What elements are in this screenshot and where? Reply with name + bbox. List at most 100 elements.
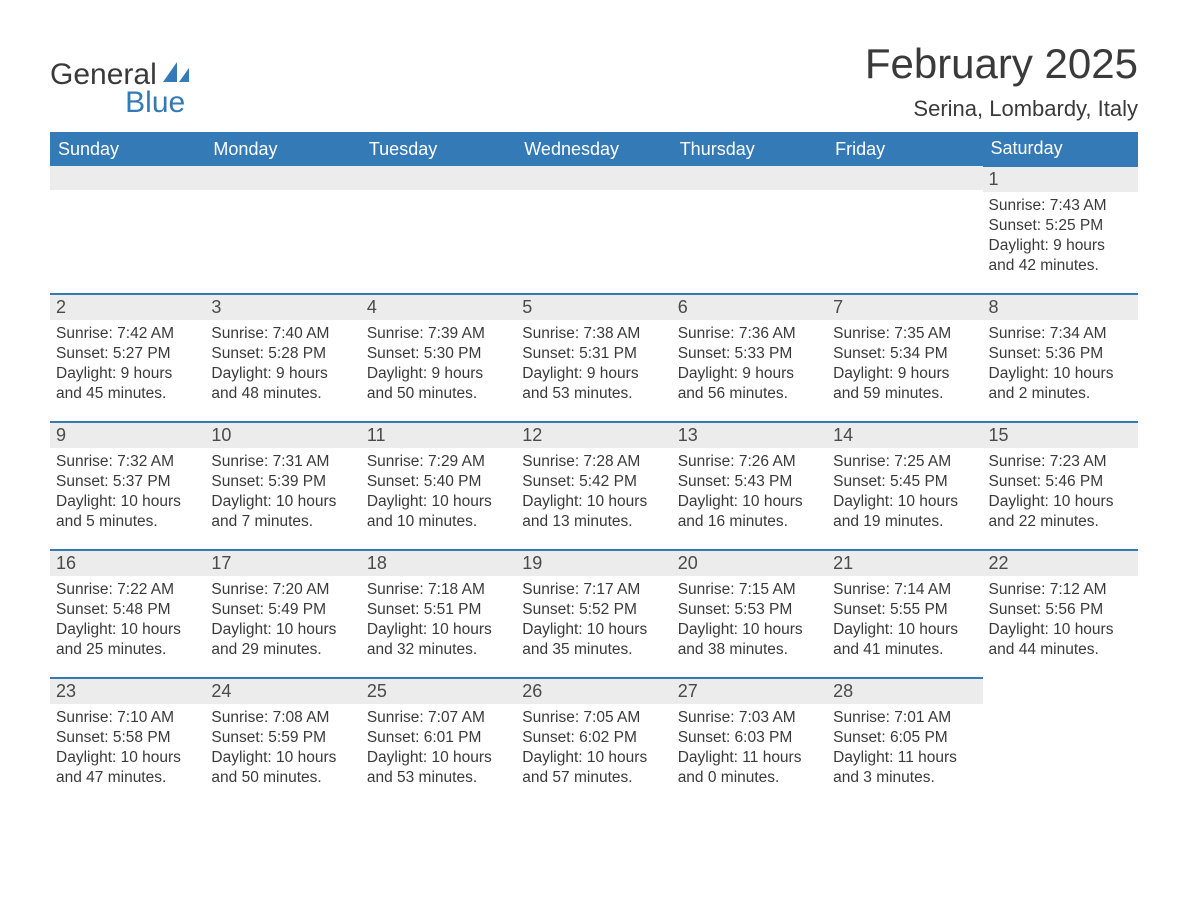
sunrise-text: Sunrise: 7:39 AM [367, 324, 510, 344]
day-cell: 8Sunrise: 7:34 AMSunset: 5:36 PMDaylight… [983, 294, 1138, 422]
sunset-text: Sunset: 5:52 PM [522, 600, 665, 620]
day-number: 12 [516, 423, 671, 448]
day-cell: 14Sunrise: 7:25 AMSunset: 5:45 PMDayligh… [827, 422, 982, 550]
day-number: 24 [205, 679, 360, 704]
sunset-text: Sunset: 5:45 PM [833, 472, 976, 492]
day-cell: 21Sunrise: 7:14 AMSunset: 5:55 PMDayligh… [827, 550, 982, 678]
sunrise-text: Sunrise: 7:01 AM [833, 708, 976, 728]
logo: General Blue [50, 40, 191, 120]
calendar-row: 1Sunrise: 7:43 AMSunset: 5:25 PMDaylight… [50, 166, 1138, 294]
sunset-text: Sunset: 5:42 PM [522, 472, 665, 492]
day-details: Sunrise: 7:36 AMSunset: 5:33 PMDaylight:… [672, 320, 827, 413]
sunrise-text: Sunrise: 7:34 AM [989, 324, 1132, 344]
day-cell: 15Sunrise: 7:23 AMSunset: 5:46 PMDayligh… [983, 422, 1138, 550]
day-number: 6 [672, 295, 827, 320]
day-cell: 13Sunrise: 7:26 AMSunset: 5:43 PMDayligh… [672, 422, 827, 550]
day-cell: 20Sunrise: 7:15 AMSunset: 5:53 PMDayligh… [672, 550, 827, 678]
day-details: Sunrise: 7:42 AMSunset: 5:27 PMDaylight:… [50, 320, 205, 413]
daylight-text: Daylight: 10 hours and 16 minutes. [678, 492, 821, 532]
sunrise-text: Sunrise: 7:17 AM [522, 580, 665, 600]
daylight-text: Daylight: 10 hours and 7 minutes. [211, 492, 354, 532]
daylight-text: Daylight: 9 hours and 53 minutes. [522, 364, 665, 404]
sunrise-text: Sunrise: 7:07 AM [367, 708, 510, 728]
sunrise-text: Sunrise: 7:12 AM [989, 580, 1132, 600]
day-details: Sunrise: 7:31 AMSunset: 5:39 PMDaylight:… [205, 448, 360, 541]
day-details: Sunrise: 7:43 AMSunset: 5:25 PMDaylight:… [983, 192, 1138, 285]
sunrise-text: Sunrise: 7:03 AM [678, 708, 821, 728]
sunrise-text: Sunrise: 7:18 AM [367, 580, 510, 600]
day-cell: 6Sunrise: 7:36 AMSunset: 5:33 PMDaylight… [672, 294, 827, 422]
sunset-text: Sunset: 5:53 PM [678, 600, 821, 620]
day-details: Sunrise: 7:08 AMSunset: 5:59 PMDaylight:… [205, 704, 360, 797]
day-cell: 23Sunrise: 7:10 AMSunset: 5:58 PMDayligh… [50, 678, 205, 806]
daylight-text: Daylight: 10 hours and 19 minutes. [833, 492, 976, 532]
day-cell: 22Sunrise: 7:12 AMSunset: 5:56 PMDayligh… [983, 550, 1138, 678]
sunrise-text: Sunrise: 7:20 AM [211, 580, 354, 600]
day-details: Sunrise: 7:35 AMSunset: 5:34 PMDaylight:… [827, 320, 982, 413]
empty-cell [672, 166, 827, 294]
daylight-text: Daylight: 9 hours and 45 minutes. [56, 364, 199, 404]
sunset-text: Sunset: 5:34 PM [833, 344, 976, 364]
daylight-text: Daylight: 10 hours and 2 minutes. [989, 364, 1132, 404]
weekday-header: Monday [205, 132, 360, 166]
sunrise-text: Sunrise: 7:28 AM [522, 452, 665, 472]
sunrise-text: Sunrise: 7:10 AM [56, 708, 199, 728]
day-details: Sunrise: 7:12 AMSunset: 5:56 PMDaylight:… [983, 576, 1138, 669]
day-details: Sunrise: 7:23 AMSunset: 5:46 PMDaylight:… [983, 448, 1138, 541]
daylight-text: Daylight: 9 hours and 48 minutes. [211, 364, 354, 404]
sunrise-text: Sunrise: 7:08 AM [211, 708, 354, 728]
daylight-text: Daylight: 10 hours and 22 minutes. [989, 492, 1132, 532]
sunrise-text: Sunrise: 7:43 AM [989, 196, 1132, 216]
day-cell: 5Sunrise: 7:38 AMSunset: 5:31 PMDaylight… [516, 294, 671, 422]
day-number: 2 [50, 295, 205, 320]
day-cell: 10Sunrise: 7:31 AMSunset: 5:39 PMDayligh… [205, 422, 360, 550]
sunrise-text: Sunrise: 7:32 AM [56, 452, 199, 472]
daylight-text: Daylight: 10 hours and 41 minutes. [833, 620, 976, 660]
day-details: Sunrise: 7:25 AMSunset: 5:45 PMDaylight:… [827, 448, 982, 541]
weekday-header-row: SundayMondayTuesdayWednesdayThursdayFrid… [50, 132, 1138, 166]
day-number: 1 [983, 167, 1138, 192]
day-details: Sunrise: 7:10 AMSunset: 5:58 PMDaylight:… [50, 704, 205, 797]
day-number: 23 [50, 679, 205, 704]
month-title: February 2025 [865, 40, 1138, 88]
daylight-text: Daylight: 10 hours and 53 minutes. [367, 748, 510, 788]
weekday-header: Sunday [50, 132, 205, 166]
sunset-text: Sunset: 5:55 PM [833, 600, 976, 620]
calendar-row: 23Sunrise: 7:10 AMSunset: 5:58 PMDayligh… [50, 678, 1138, 806]
day-details: Sunrise: 7:18 AMSunset: 5:51 PMDaylight:… [361, 576, 516, 669]
sunrise-text: Sunrise: 7:42 AM [56, 324, 199, 344]
weekday-header: Thursday [672, 132, 827, 166]
calendar-row: 2Sunrise: 7:42 AMSunset: 5:27 PMDaylight… [50, 294, 1138, 422]
day-number: 18 [361, 551, 516, 576]
daylight-text: Daylight: 10 hours and 13 minutes. [522, 492, 665, 532]
empty-cell [50, 166, 205, 294]
sunrise-text: Sunrise: 7:22 AM [56, 580, 199, 600]
daylight-text: Daylight: 10 hours and 38 minutes. [678, 620, 821, 660]
day-number: 25 [361, 679, 516, 704]
day-cell: 9Sunrise: 7:32 AMSunset: 5:37 PMDaylight… [50, 422, 205, 550]
day-cell: 18Sunrise: 7:18 AMSunset: 5:51 PMDayligh… [361, 550, 516, 678]
sunrise-text: Sunrise: 7:36 AM [678, 324, 821, 344]
sunrise-text: Sunrise: 7:38 AM [522, 324, 665, 344]
day-details: Sunrise: 7:17 AMSunset: 5:52 PMDaylight:… [516, 576, 671, 669]
daylight-text: Daylight: 10 hours and 32 minutes. [367, 620, 510, 660]
sunset-text: Sunset: 5:46 PM [989, 472, 1132, 492]
day-cell: 27Sunrise: 7:03 AMSunset: 6:03 PMDayligh… [672, 678, 827, 806]
daylight-text: Daylight: 10 hours and 44 minutes. [989, 620, 1132, 660]
day-cell: 25Sunrise: 7:07 AMSunset: 6:01 PMDayligh… [361, 678, 516, 806]
daylight-text: Daylight: 10 hours and 35 minutes. [522, 620, 665, 660]
sunrise-text: Sunrise: 7:25 AM [833, 452, 976, 472]
day-details: Sunrise: 7:29 AMSunset: 5:40 PMDaylight:… [361, 448, 516, 541]
calendar-table: SundayMondayTuesdayWednesdayThursdayFrid… [50, 132, 1138, 806]
weekday-header: Tuesday [361, 132, 516, 166]
sunrise-text: Sunrise: 7:29 AM [367, 452, 510, 472]
day-cell: 28Sunrise: 7:01 AMSunset: 6:05 PMDayligh… [827, 678, 982, 806]
day-details: Sunrise: 7:39 AMSunset: 5:30 PMDaylight:… [361, 320, 516, 413]
day-cell: 19Sunrise: 7:17 AMSunset: 5:52 PMDayligh… [516, 550, 671, 678]
sunset-text: Sunset: 5:36 PM [989, 344, 1132, 364]
empty-cell [516, 166, 671, 294]
day-details: Sunrise: 7:40 AMSunset: 5:28 PMDaylight:… [205, 320, 360, 413]
day-cell: 12 Sunrise: 7:28 AMSunset: 5:42 PMDayligh… [516, 422, 671, 550]
day-details: Sunrise: 7:34 AMSunset: 5:36 PMDaylight:… [983, 320, 1138, 413]
title-block: February 2025 Serina, Lombardy, Italy [865, 40, 1138, 122]
